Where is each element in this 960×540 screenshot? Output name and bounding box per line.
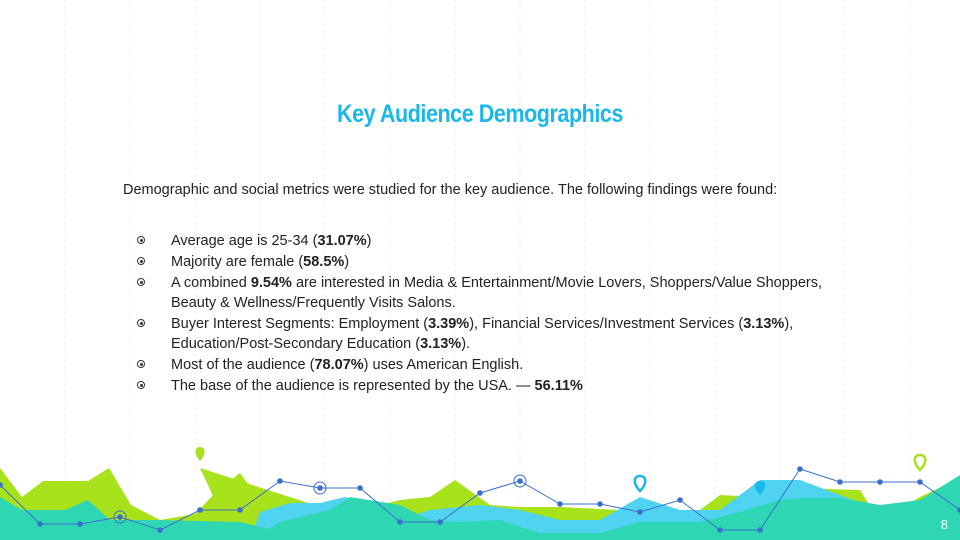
line-point	[77, 521, 83, 527]
teal-hills-2	[250, 475, 960, 540]
line-point	[117, 514, 123, 520]
line-point	[557, 501, 563, 507]
line-point	[717, 527, 723, 533]
line-point	[757, 527, 763, 533]
line-point	[317, 485, 323, 491]
highlight-ring	[513, 474, 527, 488]
list-item: Most of the audience (78.07%) uses Ameri…	[137, 355, 837, 375]
highlight-value: 78.07%	[314, 357, 364, 373]
line-point	[917, 479, 923, 485]
item-text: A combined	[171, 275, 251, 291]
line-point	[397, 519, 403, 525]
map-pin-icon	[754, 481, 766, 495]
line-point	[0, 482, 3, 488]
line-point	[437, 519, 443, 525]
highlight-value: 31.07%	[317, 233, 367, 249]
bullet-icon	[137, 319, 145, 327]
line-point	[37, 521, 43, 527]
map-pin-icon	[913, 453, 927, 472]
intro-paragraph: Demographic and social metrics were stud…	[123, 182, 778, 198]
bullet-icon	[137, 236, 145, 244]
highlight-value: 9.54%	[250, 275, 292, 291]
line-point	[597, 501, 603, 507]
teal-hills	[0, 497, 320, 540]
list-item: A combined 9.54% are interested in Media…	[137, 273, 837, 313]
item-text: ).	[461, 336, 471, 352]
item-text: Buyer Interest Segments: Employment (	[171, 316, 429, 332]
item-text: ), Education/Post-Secondary Education (	[171, 316, 794, 352]
list-item: The base of the audience is represented …	[137, 376, 837, 396]
line-point	[877, 479, 883, 485]
line-point	[277, 478, 283, 484]
list-item: Average age is 25-34 (31.07%)	[137, 231, 837, 251]
line-point	[637, 509, 643, 515]
list-item: Majority are female (58.5%)	[137, 252, 837, 272]
item-text: ) uses American English.	[363, 357, 524, 373]
line-point	[797, 466, 803, 472]
item-text: )	[366, 233, 372, 249]
background-gridlines	[64, 0, 911, 540]
line-point	[477, 490, 483, 496]
map-pin-icon	[195, 447, 205, 461]
highlight-ring	[313, 481, 327, 495]
findings-list: Average age is 25-34 (31.07%) Majority ar…	[137, 231, 837, 397]
page-number: 8	[940, 517, 948, 532]
bullet-icon	[137, 360, 145, 368]
item-text: Majority are female (	[171, 254, 304, 270]
item-text: The base of the audience is represented …	[171, 378, 535, 394]
item-text: )	[344, 254, 350, 270]
highlight-value: 3.13%	[420, 336, 462, 352]
line-point	[677, 497, 683, 503]
bullet-icon	[137, 257, 145, 265]
highlight-value: 56.11%	[534, 378, 583, 394]
bullet-icon	[137, 278, 145, 286]
line-point	[157, 527, 163, 533]
map-pin-icon	[633, 474, 647, 493]
list-item: Buyer Interest Segments: Employment (3.3…	[137, 314, 837, 354]
item-text: Most of the audience (	[171, 357, 315, 373]
line-point	[357, 485, 363, 491]
highlight-ring	[113, 510, 127, 524]
bullet-icon	[137, 381, 145, 389]
line-point	[517, 478, 523, 484]
slide-title: Key Audience Demographics	[337, 100, 623, 128]
item-text: are interested in Media & Entertainment/…	[171, 275, 823, 311]
line-point	[837, 479, 843, 485]
line-graph-decoration	[0, 466, 960, 533]
item-text: ), Financial Services/Investment Service…	[469, 316, 744, 332]
line-point	[957, 507, 960, 513]
item-text: Average age is 25-34 (	[171, 233, 318, 249]
line-point	[197, 507, 203, 513]
highlight-value: 3.39%	[428, 316, 470, 332]
highlight-value: 58.5%	[303, 254, 345, 270]
highlight-value: 3.13%	[743, 316, 785, 332]
line-point	[237, 507, 243, 513]
